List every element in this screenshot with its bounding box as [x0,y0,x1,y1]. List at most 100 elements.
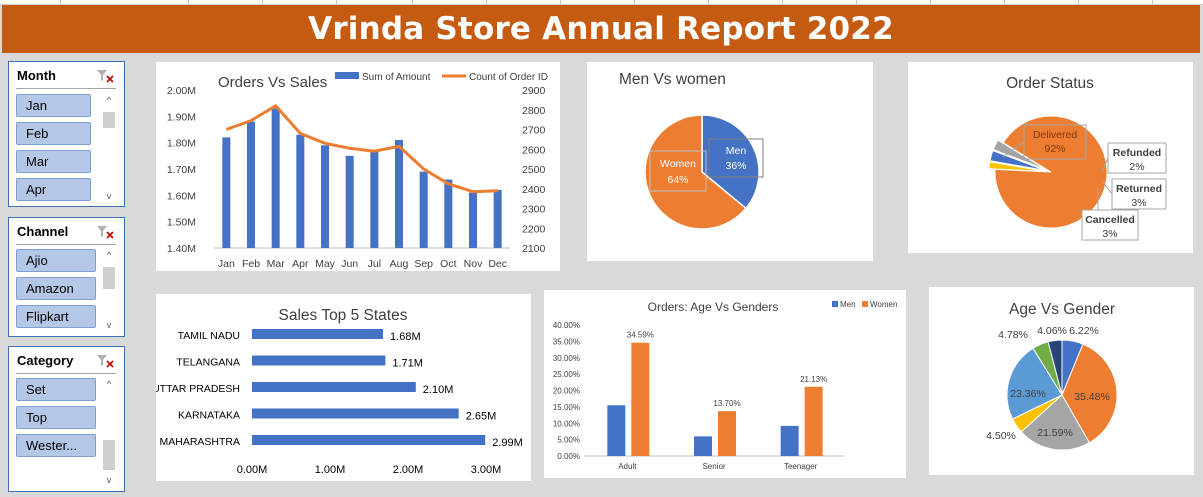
category-slicer[interactable]: Category Set Top Wester... ^ v [8,346,125,492]
y-right-tick-label: 2500 [522,164,546,176]
slicer-item-western[interactable]: Wester... [16,434,96,457]
orders-age-gender-panel[interactable]: Orders: Age Vs Genders 0.00% 5.00% 10.00% 15… [544,290,906,478]
bar-sum-of-amount [345,155,354,248]
x-tick-label: Jan [218,258,235,270]
y-left-tick-label: 2.00M [167,85,196,97]
slicer-item-top[interactable]: Top [16,406,96,429]
bar-sum-of-amount [419,171,428,248]
leader-line [1102,181,1113,195]
slicer-separator [16,244,116,245]
bar-men [694,436,712,456]
bar-sum-of-amount [222,137,231,248]
scroll-down-icon[interactable]: v [106,475,112,485]
channel-slicer[interactable]: Channel Ajio Amazon Flipkart ^ v [8,217,125,337]
slicer-item-amazon[interactable]: Amazon [16,277,96,300]
x-tick-label: 0.00M [237,464,268,476]
bar-sum-of-amount [493,190,502,248]
pie-slice-returned [989,149,1046,171]
data-label-name: Men [726,145,747,157]
legend-label-women: Women [870,300,897,309]
y-tick-label: 10.00% [553,419,580,428]
age-vs-gender-chart: Age Vs Gender 6.22% 35.48% 21.59% 4.50% 23.36… [986,301,1118,451]
legend-label-sum-of-amount: Sum of Amount [362,72,431,83]
pie-slice-women [644,114,747,230]
bar-sum-of-amount [444,179,453,248]
x-tick-label: Feb [242,258,260,270]
slicer-item-ajio[interactable]: Ajio [16,249,96,272]
data-label-box [708,138,764,178]
scroll-thumb[interactable] [103,440,115,470]
clear-filter-icon[interactable] [96,225,114,239]
data-label-box [1081,209,1139,241]
scroll-up-icon[interactable]: ^ [106,379,112,389]
bar-women [718,411,736,456]
bar-sum-of-amount [321,145,329,248]
pie-slice [1047,339,1063,396]
scroll-down-icon[interactable]: v [106,320,112,330]
clear-filter-icon[interactable] [96,354,114,368]
data-label: 13.70% [713,399,740,408]
x-tick-label: Dec [488,258,507,270]
slicer-separator [16,373,116,374]
leader-line [1002,141,1025,158]
scroll-thumb[interactable] [103,267,115,289]
slicer-title: Category [17,353,74,368]
slicer-item-apr[interactable]: Apr [16,178,91,201]
clear-filter-icon[interactable] [96,69,114,83]
data-label: 4.06% [1037,325,1067,337]
y-left-tick-label: 1.90M [167,111,196,123]
slicer-item-mar[interactable]: Mar [16,150,91,173]
men-vs-women-chart: Men Vs women Men 36% Women 64% [619,71,764,230]
slicer-item-jan[interactable]: Jan [16,94,91,117]
data-label-value: 3% [1131,197,1146,209]
y-tick-label: 0.00% [557,452,580,461]
x-tick-label: Jun [341,258,358,270]
top5-states-panel[interactable]: Sales Top 5 States TAMIL NADU 1.68M TELANGA… [152,294,531,481]
chart-title: Age Vs Gender [1009,301,1115,318]
y-right-tick-label: 2100 [522,243,546,255]
x-tick-label: Teenager [784,462,818,471]
bar-sum-of-amount [469,192,477,248]
data-label-name: Returned [1116,183,1162,195]
y-tick-label: 35.00% [553,337,580,346]
bar-women [631,342,650,456]
order-status-panel[interactable]: Order Status Delivered 92% Refunded 2% Return… [908,62,1193,253]
bar-state [252,435,486,445]
orders-vs-sales-panel[interactable]: Orders Vs Sales 1.40M 1.50M 1.60M 1.70M 1.80M… [156,62,560,271]
data-label: 34.59% [627,331,654,340]
x-tick-label: Aug [390,258,409,270]
x-tick-label: Oct [440,258,456,270]
scroll-up-icon[interactable]: ^ [106,95,112,105]
pie-slice [1006,347,1063,420]
x-tick-label: Mar [267,258,286,270]
month-slicer[interactable]: Month Jan Feb Mar Apr ^ v [8,61,125,207]
data-label: 35.48% [1074,391,1110,403]
scroll-thumb[interactable] [103,112,115,128]
y-right-tick-label: 2800 [522,105,546,117]
men-vs-women-panel[interactable]: Men Vs women Men 36% Women 64% [587,62,873,261]
y-left-tick-label: 1.50M [167,217,196,229]
slicer-scrollbar[interactable]: ^ v [102,378,116,486]
slicer-item-flipkart[interactable]: Flipkart [16,305,96,328]
slicer-item-feb[interactable]: Feb [16,122,91,145]
legend-swatch-women [862,301,868,307]
data-label-value: 3% [1102,228,1117,240]
scroll-down-icon[interactable]: v [106,191,112,201]
legend-label-men: Men [840,300,856,309]
data-label-name: Refunded [1113,147,1161,159]
slicer-scrollbar[interactable]: ^ v [102,94,116,202]
pie-slice-delivered [994,115,1108,229]
slicer-scrollbar[interactable]: ^ v [102,249,116,331]
scroll-up-icon[interactable]: ^ [106,250,112,260]
x-tick-label: 1.00M [315,464,346,476]
age-vs-gender-panel[interactable]: Age Vs Gender 6.22% 35.48% 21.59% 4.50% 23.36… [929,287,1194,475]
chart-title: Men Vs women [619,71,726,88]
slicer-item-set[interactable]: Set [16,378,96,401]
orders-vs-sales-chart: Orders Vs Sales 1.40M 1.50M 1.60M 1.70M 1.80M… [167,72,548,270]
slicer-separator [16,88,116,89]
data-label: 23.36% [1010,388,1046,400]
y-tick-label: KARNATAKA [178,410,240,422]
bar-men [780,425,799,456]
bar-state [252,355,386,366]
x-tick-label: Nov [464,258,483,270]
